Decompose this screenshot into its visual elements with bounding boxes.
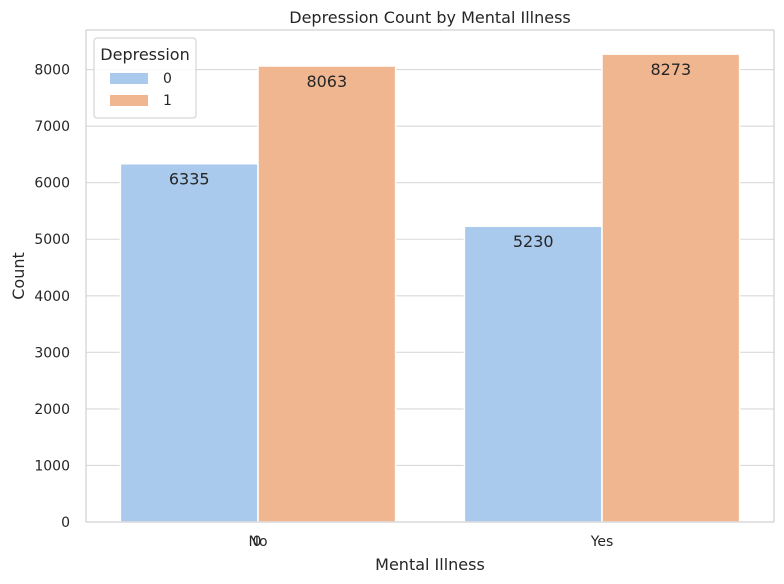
data-label-no-series-1: 8063	[306, 72, 347, 91]
x-tick-overlap-label: 0	[253, 534, 262, 550]
plot-frame	[85, 29, 775, 523]
data-label-yes-series-0: 5230	[513, 232, 554, 251]
bar-no-series-0	[119, 162, 259, 523]
x-tick-label-no: No	[248, 534, 267, 550]
y-tick-label-0: 0	[61, 515, 70, 531]
y-tick-labels: 0 1000 2000 3000 4000 5000 6000 7000 8000	[34, 63, 70, 531]
x-axis-title: Mental Illness	[375, 555, 485, 574]
y-tick-label-7000: 7000	[34, 119, 70, 135]
x-tick-label-yes: Yes	[590, 534, 614, 550]
data-label-yes-series-1: 8273	[650, 60, 691, 79]
y-axis-title: Count	[9, 252, 28, 300]
x-tick-labels: No Yes	[248, 534, 613, 550]
legend-swatch-0	[110, 73, 148, 84]
chart-title: Depression Count by Mental Illness	[289, 8, 571, 27]
y-tick-label-8000: 8000	[34, 63, 70, 79]
data-labels: 6335 8063 5230 8273	[169, 60, 691, 251]
bar-yes-series-1	[601, 53, 741, 523]
legend-title: Depression	[100, 45, 189, 64]
legend: Depression 0 1	[93, 37, 197, 119]
legend-label-0: 0	[163, 71, 172, 87]
bar-no-series-1	[257, 65, 397, 523]
y-tick-label-4000: 4000	[34, 289, 70, 305]
bar-yes-series-0	[463, 225, 603, 523]
y-tick-label-5000: 5000	[34, 232, 70, 248]
y-tick-label-6000: 6000	[34, 176, 70, 192]
y-tick-label-1000: 1000	[34, 458, 70, 474]
bars	[119, 53, 741, 523]
y-tick-label-2000: 2000	[34, 402, 70, 418]
legend-label-1: 1	[163, 93, 172, 109]
data-label-no-series-0: 6335	[169, 170, 210, 189]
y-tick-label-3000: 3000	[34, 345, 70, 361]
legend-swatch-1	[110, 95, 148, 106]
